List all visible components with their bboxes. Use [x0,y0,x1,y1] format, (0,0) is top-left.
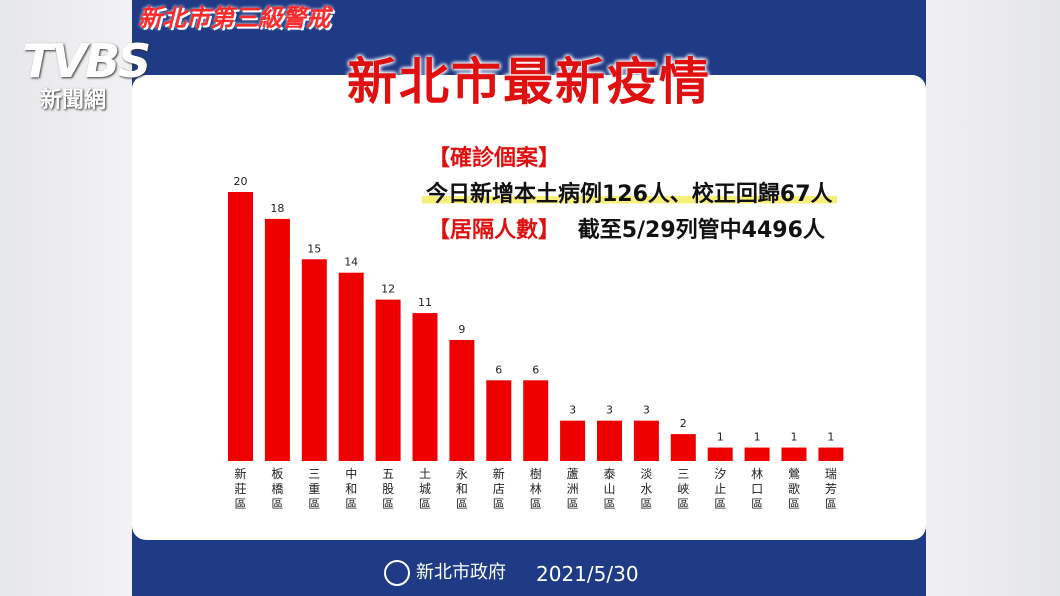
bar-新莊區 [228,192,253,461]
left-background [0,0,132,596]
channel-logo: TVBS 新聞網 [22,34,212,124]
category-label: 新店區 [493,466,505,511]
category-label: 土城區 [419,467,431,511]
alert-banner: 新北市第三級警戒 [138,4,330,32]
bar-泰山區 [597,420,622,461]
category-label: 板橋區 [271,467,283,511]
footer-org: 新北市政府 [384,558,506,586]
bar-value-label: 11 [418,296,432,309]
confirmed-detail-row: 今日新增本土病例126人、校正回歸67人 [422,176,837,208]
confirmed-label: 【確診個案】 [428,146,561,171]
bar-永和區 [449,339,475,461]
bar-value-label: 9 [458,323,465,336]
confirmed-row: 【確診個案】 [428,140,560,172]
bar-value-label: 20 [234,175,248,188]
quarantine-text: 截至5/29列管中4496人 [577,218,825,243]
category-label: 林口區 [751,467,763,511]
bar-value-label: 1 [827,431,834,444]
bar-中和區 [338,272,364,461]
bar-蘆洲區 [560,420,586,461]
bar-value-label: 3 [606,404,613,417]
content-panel [132,75,926,540]
category-label: 三峽區 [677,467,689,511]
category-label: 泰山區 [603,467,615,511]
bar-新店區 [486,380,512,461]
bar-value-label: 6 [495,363,502,376]
channel-name: TVBS [22,34,151,88]
bar-三重區 [301,259,327,461]
channel-sub: 新聞網 [40,88,107,113]
bar-value-label: 2 [680,417,687,430]
bar-五股區 [375,299,401,461]
bar-value-label: 12 [381,283,395,296]
category-label: 三重區 [308,467,320,511]
bar-value-label: 18 [270,202,284,215]
government-logo-icon [384,560,410,586]
right-background [926,0,1060,596]
bar-value-label: 3 [569,404,576,417]
category-label: 樹林區 [530,467,542,511]
bar-土城區 [412,313,438,461]
page-title: 新北市最新疫情 [347,53,711,111]
bar-板橋區 [264,218,290,461]
bar-value-label: 1 [717,431,724,444]
category-label: 永和區 [456,467,468,511]
bar-鶯歌區 [781,447,807,461]
confirmed-text: 今日新增本土病例126人、校正回歸67人 [422,182,837,207]
bar-林口區 [744,447,770,461]
category-label: 汐止區 [714,466,726,511]
slide: 新北市第三級警戒 新北市最新疫情 【確診個案】 今日新增本土病例126人、校正回… [132,0,926,596]
category-label: 瑞芳區 [825,467,837,511]
bar-chart: 20新莊區18板橋區15三重區14中和區12五股區11土城區9永和區6新店區6樹… [228,175,844,511]
bar-value-label: 14 [344,256,358,269]
bar-樹林區 [523,380,549,461]
bar-瑞芳區 [818,447,844,461]
bar-value-label: 1 [791,431,798,444]
category-label: 中和區 [345,466,357,511]
category-label: 淡水區 [640,467,652,511]
bar-value-label: 3 [643,404,650,417]
bar-value-label: 1 [754,431,761,444]
category-label: 新莊區 [234,466,246,511]
category-label: 五股區 [382,467,394,511]
category-label: 蘆洲區 [567,467,579,511]
footer-org-text: 新北市政府 [416,562,506,583]
bar-淡水區 [633,420,659,461]
footer-date: 2021/5/30 [536,562,639,586]
bar-value-label: 6 [532,363,539,376]
bar-汐止區 [707,447,733,461]
quarantine-label: 【居隔人數】 [428,218,561,243]
bar-三峽區 [670,434,696,461]
quarantine-row: 【居隔人數】 截至5/29列管中4496人 [428,212,825,244]
category-label: 鶯歌區 [788,466,800,511]
bar-value-label: 15 [307,242,321,255]
